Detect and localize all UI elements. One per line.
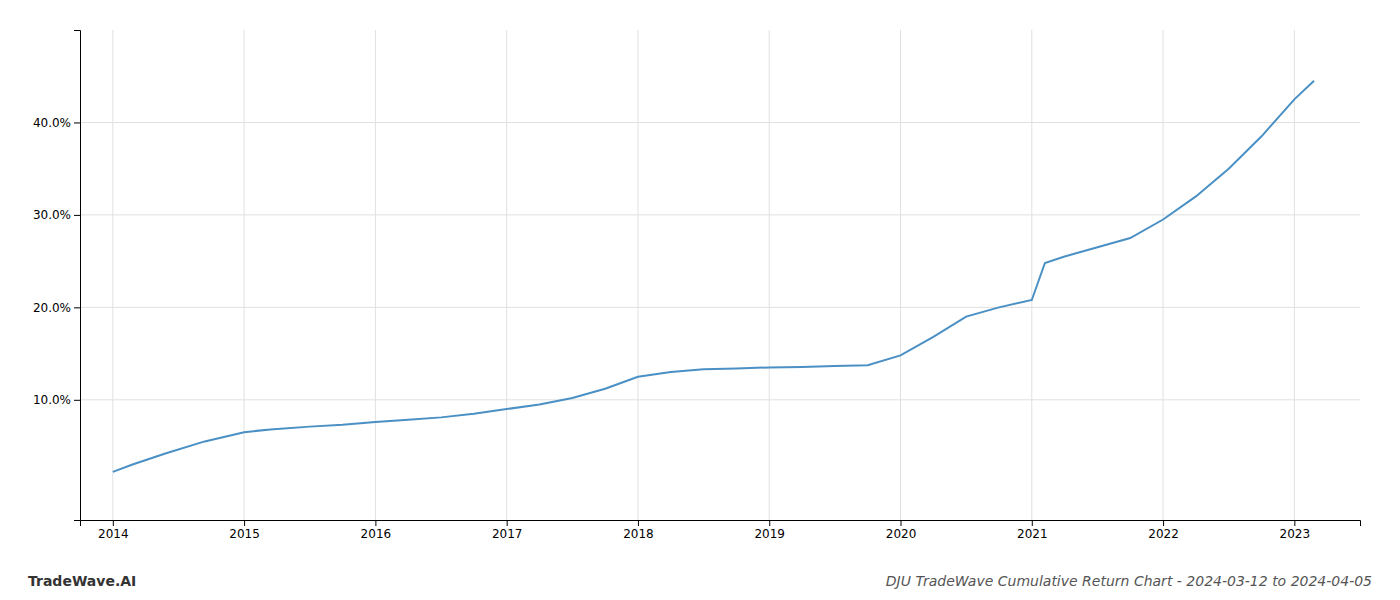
tick-label: 2020	[886, 527, 917, 541]
tick: 10.0%	[33, 393, 80, 407]
tick-label: 2014	[98, 527, 129, 541]
grid-line	[769, 30, 770, 520]
grid-line	[1031, 30, 1032, 520]
tick-mark	[1294, 520, 1295, 526]
tick-label: 2023	[1280, 527, 1311, 541]
tick: 2017	[492, 520, 523, 541]
marks	[113, 81, 1314, 472]
chart: 2014 2015 2016 2017 2018 2019 2020 2021 2022 2023…	[0, 0, 1400, 600]
tick: 2022	[1148, 520, 1179, 541]
tick: 20.0%	[33, 301, 80, 315]
grid-line	[244, 30, 245, 520]
title: DJU TradeWave Cumulative Return Chart - …	[886, 573, 1372, 589]
x-axis: 2014 2015 2016 2017 2018 2019 2020 2021 2022 2023	[81, 520, 1361, 541]
tick-mark	[113, 520, 114, 526]
tick-label: 2015	[229, 527, 260, 541]
tick: 2015	[229, 520, 260, 541]
tick: 2020	[886, 520, 917, 541]
tick-mark	[74, 215, 80, 216]
tick: 2019	[754, 520, 785, 541]
tick: 2023	[1280, 520, 1311, 541]
grid-line	[80, 122, 1360, 123]
tick-mark	[1032, 520, 1033, 526]
tick-mark	[638, 520, 639, 526]
tick-label: 2018	[623, 527, 654, 541]
tick-mark	[74, 307, 80, 308]
axis-line	[74, 31, 81, 521]
tick-mark	[244, 520, 245, 526]
tick-label: 2022	[1148, 527, 1179, 541]
tick-mark	[901, 520, 902, 526]
tick-label: 2017	[492, 527, 523, 541]
grid-line	[375, 30, 376, 520]
tick: 2018	[623, 520, 654, 541]
tick-label: 20.0%	[33, 301, 71, 315]
tick-mark	[74, 122, 80, 123]
grid-line	[80, 307, 1360, 308]
tick-mark	[769, 520, 770, 526]
line	[113, 81, 1314, 472]
grid-line	[1294, 30, 1295, 520]
grid-line	[900, 30, 901, 520]
grid-line	[1163, 30, 1164, 520]
tick-label: 2019	[754, 527, 785, 541]
y-axis: 10.0% 20.0% 30.0% 40.0%	[33, 31, 81, 521]
tick: 2016	[361, 520, 392, 541]
tick-label: 2016	[361, 527, 392, 541]
tick-mark	[1163, 520, 1164, 526]
plot: 2014 2015 2016 2017 2018 2019 2020 2021 2022 2023…	[33, 30, 1361, 541]
watermark: TradeWave.AI	[28, 573, 136, 589]
tick-label: 30.0%	[33, 208, 71, 222]
tick-mark	[507, 520, 508, 526]
tick: 30.0%	[33, 208, 80, 222]
tick-mark	[375, 520, 376, 526]
axis-line	[81, 521, 1361, 527]
tick-label: 40.0%	[33, 116, 71, 130]
tick: 2021	[1017, 520, 1048, 541]
grid-line	[80, 399, 1360, 400]
tick-label: 2021	[1017, 527, 1048, 541]
grid-line	[112, 30, 113, 520]
tick: 2014	[98, 520, 129, 541]
grid-line	[637, 30, 638, 520]
tick-mark	[74, 400, 80, 401]
tick: 40.0%	[33, 116, 80, 130]
tick-label: 10.0%	[33, 393, 71, 407]
grid	[80, 30, 1360, 520]
grid-line	[506, 30, 507, 520]
